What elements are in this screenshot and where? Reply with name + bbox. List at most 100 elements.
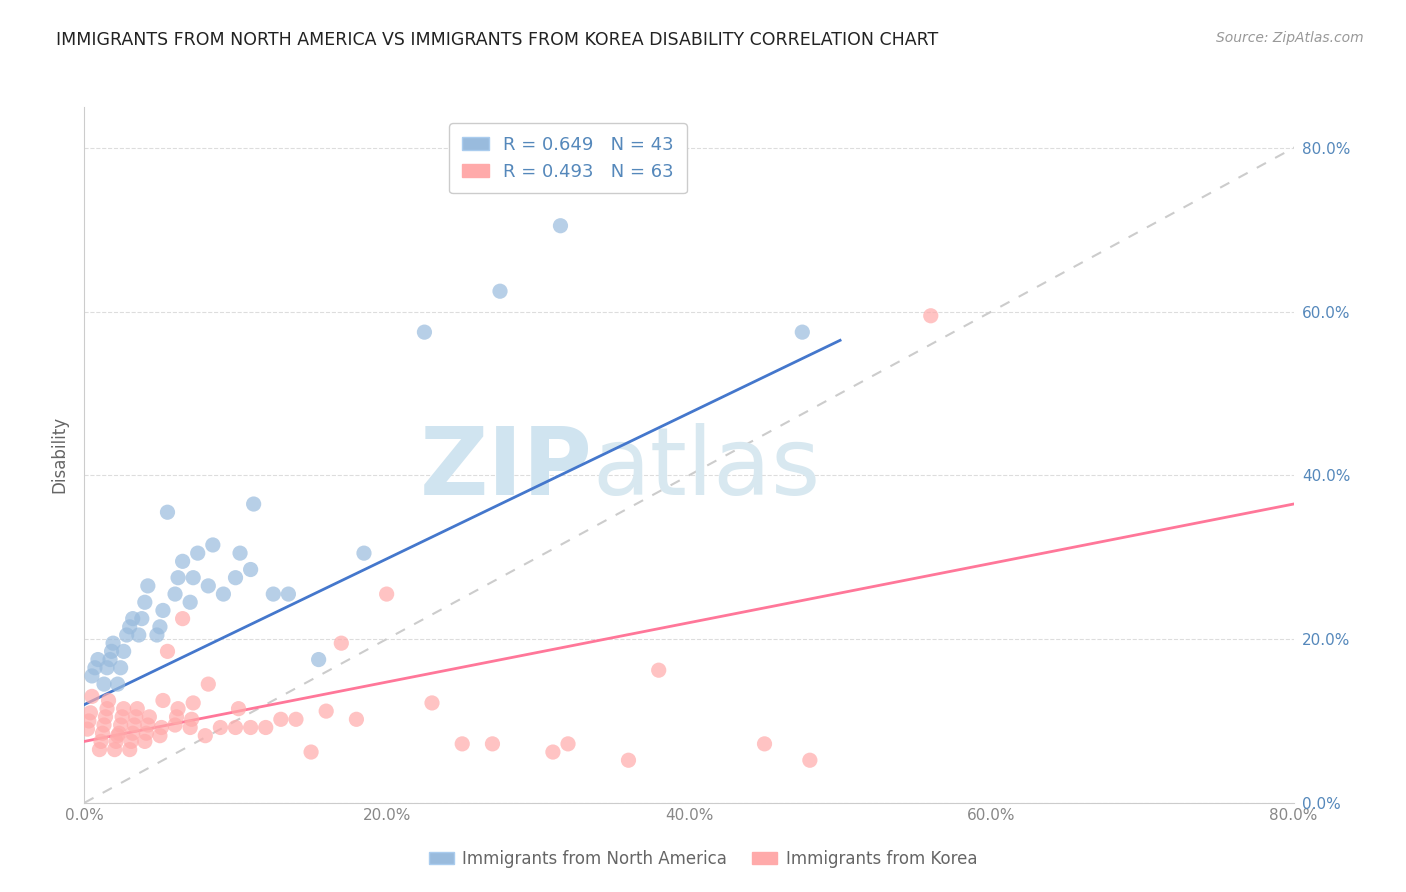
Point xyxy=(97,693,120,707)
Point xyxy=(481,737,503,751)
Point xyxy=(550,219,572,233)
Point xyxy=(489,284,512,298)
Text: Source: ZipAtlas.com: Source: ZipAtlas.com xyxy=(1216,31,1364,45)
Point xyxy=(228,701,250,715)
Point xyxy=(308,652,330,666)
Point xyxy=(165,718,187,732)
Point xyxy=(285,712,308,726)
Point xyxy=(262,587,284,601)
Point xyxy=(112,701,135,715)
Point xyxy=(128,628,150,642)
Point xyxy=(80,669,103,683)
Point xyxy=(105,734,128,748)
Point xyxy=(792,325,814,339)
Point xyxy=(420,696,443,710)
Point xyxy=(136,718,159,732)
Point xyxy=(150,721,173,735)
Point xyxy=(557,737,579,751)
Point xyxy=(242,497,264,511)
Point xyxy=(121,726,143,740)
Point xyxy=(107,729,129,743)
Point xyxy=(118,742,141,756)
Y-axis label: Disability: Disability xyxy=(51,417,69,493)
Point xyxy=(451,737,474,751)
Point xyxy=(156,644,179,658)
Point xyxy=(146,628,169,642)
Point xyxy=(79,706,101,720)
Point xyxy=(115,628,138,642)
Point xyxy=(617,753,640,767)
Point xyxy=(100,644,122,658)
Point xyxy=(277,587,299,601)
Point xyxy=(131,612,153,626)
Point xyxy=(77,714,100,728)
Point xyxy=(87,652,110,666)
Point xyxy=(152,603,174,617)
Point xyxy=(180,712,202,726)
Text: atlas: atlas xyxy=(592,423,821,515)
Point xyxy=(229,546,252,560)
Point xyxy=(375,587,398,601)
Point xyxy=(167,571,190,585)
Point xyxy=(239,562,262,576)
Point xyxy=(96,701,118,715)
Point xyxy=(413,325,436,339)
Point xyxy=(194,729,217,743)
Point xyxy=(330,636,353,650)
Point xyxy=(101,636,124,650)
Point xyxy=(136,579,159,593)
Point xyxy=(96,661,118,675)
Point xyxy=(107,677,129,691)
Point xyxy=(172,554,194,568)
Point xyxy=(121,612,143,626)
Point xyxy=(179,721,201,735)
Point xyxy=(80,690,103,704)
Point xyxy=(91,726,114,740)
Point xyxy=(127,701,149,715)
Point xyxy=(270,712,292,726)
Point xyxy=(201,538,224,552)
Point xyxy=(353,546,375,560)
Point xyxy=(149,729,172,743)
Point xyxy=(76,722,98,736)
Point xyxy=(346,712,368,726)
Point xyxy=(156,505,179,519)
Point xyxy=(104,742,127,756)
Point xyxy=(167,701,190,715)
Point xyxy=(197,677,219,691)
Point xyxy=(118,620,141,634)
Point xyxy=(315,704,337,718)
Point xyxy=(120,734,142,748)
Point xyxy=(152,693,174,707)
Point xyxy=(254,721,277,735)
Legend: Immigrants from North America, Immigrants from Korea: Immigrants from North America, Immigrant… xyxy=(422,844,984,875)
Point xyxy=(94,710,117,724)
Point xyxy=(172,612,194,626)
Point xyxy=(239,721,262,735)
Legend: R = 0.649   N = 43, R = 0.493   N = 63: R = 0.649 N = 43, R = 0.493 N = 63 xyxy=(450,123,686,194)
Point xyxy=(165,587,187,601)
Point xyxy=(93,718,115,732)
Point xyxy=(225,721,247,735)
Point xyxy=(135,726,157,740)
Point xyxy=(112,644,135,658)
Point xyxy=(166,710,188,724)
Point xyxy=(134,734,156,748)
Point xyxy=(799,753,821,767)
Point xyxy=(108,726,131,740)
Text: IMMIGRANTS FROM NORTH AMERICA VS IMMIGRANTS FROM KOREA DISABILITY CORRELATION CH: IMMIGRANTS FROM NORTH AMERICA VS IMMIGRA… xyxy=(56,31,938,49)
Point xyxy=(754,737,776,751)
Point xyxy=(920,309,942,323)
Point xyxy=(187,546,209,560)
Point xyxy=(93,677,115,691)
Point xyxy=(181,696,204,710)
Point xyxy=(179,595,201,609)
Point xyxy=(122,718,145,732)
Point xyxy=(138,710,160,724)
Point xyxy=(149,620,172,634)
Point xyxy=(98,652,121,666)
Point xyxy=(125,710,148,724)
Point xyxy=(84,661,107,675)
Point xyxy=(209,721,232,735)
Point xyxy=(110,718,132,732)
